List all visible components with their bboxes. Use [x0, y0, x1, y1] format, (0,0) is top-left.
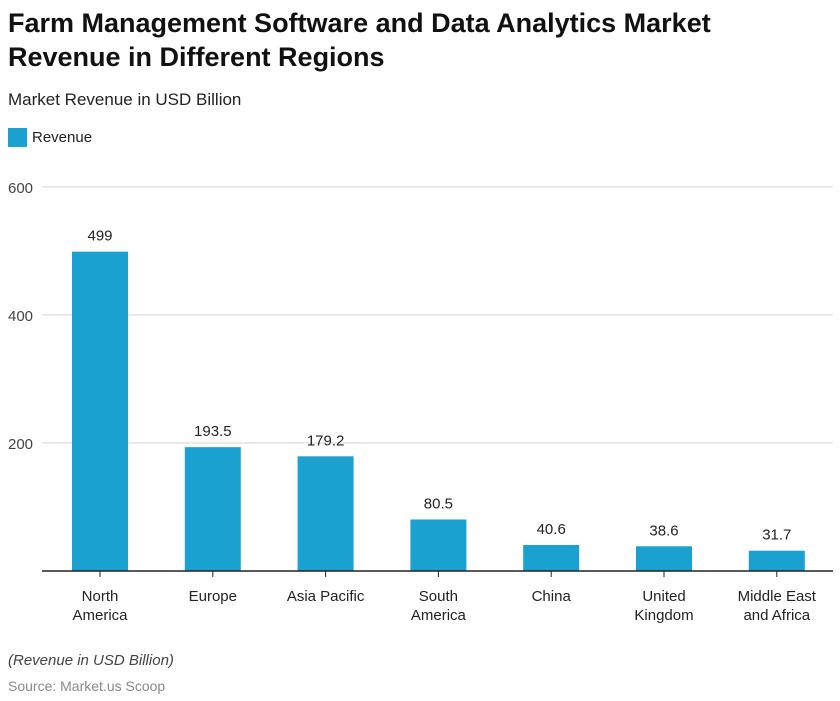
data-label: 40.6	[537, 521, 566, 538]
bar	[72, 251, 128, 571]
chart-subtitle: Market Revenue in USD Billion	[8, 90, 242, 109]
bar	[410, 519, 467, 571]
data-label: 193.5	[194, 423, 232, 440]
x-tick-label: Kingdom	[634, 607, 693, 624]
bar	[748, 550, 805, 571]
x-tick-label: and Africa	[743, 607, 810, 624]
x-tick-label: America	[72, 607, 128, 624]
source-text: Source: Market.us Scoop	[8, 678, 166, 694]
bar	[184, 447, 241, 571]
footer-note: (Revenue in USD Billion)	[8, 652, 174, 669]
bar	[636, 546, 692, 571]
bar	[297, 456, 354, 571]
x-tick-label: North	[82, 588, 119, 605]
x-tick-label: China	[532, 588, 572, 605]
y-tick-label: 200	[8, 436, 33, 453]
data-label: 499	[87, 228, 112, 245]
x-tick-label: America	[411, 607, 467, 624]
legend-swatch	[8, 128, 27, 147]
data-label: 38.6	[649, 522, 678, 539]
x-tick-label: Middle East	[738, 588, 817, 605]
x-tick-label: South	[419, 588, 458, 605]
data-label: 80.5	[424, 495, 453, 512]
data-label: 31.7	[762, 527, 791, 544]
y-tick-label: 400	[8, 308, 33, 325]
x-tick-label: Asia Pacific	[287, 588, 365, 605]
x-tick-label: United	[642, 588, 685, 605]
legend: Revenue	[8, 128, 92, 147]
data-label: 179.2	[307, 432, 345, 449]
legend-label: Revenue	[32, 129, 93, 146]
x-tick-label: Europe	[189, 588, 237, 605]
bar	[523, 545, 580, 571]
chart-title: Farm Management Software and Data Analyt…	[8, 8, 711, 72]
y-tick-label: 600	[8, 180, 33, 197]
